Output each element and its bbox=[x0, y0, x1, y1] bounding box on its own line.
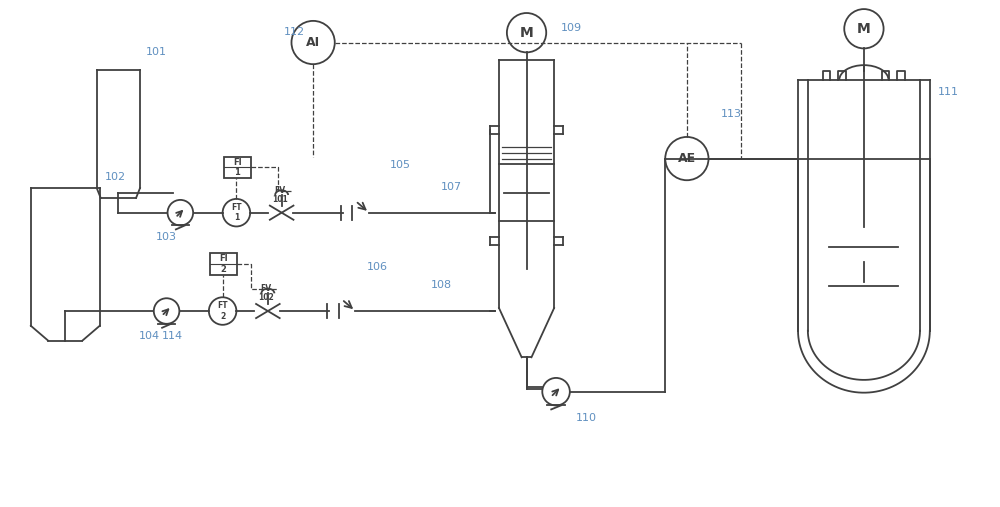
Text: 104: 104 bbox=[139, 331, 160, 341]
Text: 114: 114 bbox=[162, 331, 183, 341]
Text: 108: 108 bbox=[431, 280, 452, 291]
Circle shape bbox=[542, 378, 570, 406]
Text: 112: 112 bbox=[284, 27, 305, 37]
Text: FI: FI bbox=[233, 158, 242, 166]
Circle shape bbox=[168, 200, 193, 226]
Text: 101: 101 bbox=[272, 195, 288, 204]
Text: FI: FI bbox=[219, 254, 228, 263]
Text: 102: 102 bbox=[258, 293, 274, 302]
Text: FV: FV bbox=[274, 186, 285, 195]
Text: FT
1: FT 1 bbox=[231, 203, 242, 223]
Text: 106: 106 bbox=[367, 262, 388, 272]
Text: AE: AE bbox=[678, 152, 696, 165]
Text: 109: 109 bbox=[561, 23, 582, 33]
Text: 103: 103 bbox=[156, 232, 177, 242]
Text: 102: 102 bbox=[105, 172, 126, 182]
Bar bbox=[210, 253, 237, 275]
Text: FT
2: FT 2 bbox=[217, 301, 228, 321]
Text: 105: 105 bbox=[390, 160, 411, 170]
Circle shape bbox=[154, 298, 179, 324]
Text: 101: 101 bbox=[146, 47, 167, 57]
Text: 113: 113 bbox=[721, 110, 742, 119]
Text: 1: 1 bbox=[234, 168, 240, 177]
Text: FV: FV bbox=[260, 284, 271, 294]
Text: 110: 110 bbox=[576, 413, 597, 423]
Text: 2: 2 bbox=[221, 265, 227, 274]
Text: M: M bbox=[520, 26, 533, 40]
Text: M: M bbox=[857, 22, 871, 36]
Text: 107: 107 bbox=[441, 182, 462, 192]
Bar bbox=[224, 157, 251, 178]
Text: AI: AI bbox=[306, 36, 320, 49]
Text: 111: 111 bbox=[938, 87, 959, 97]
